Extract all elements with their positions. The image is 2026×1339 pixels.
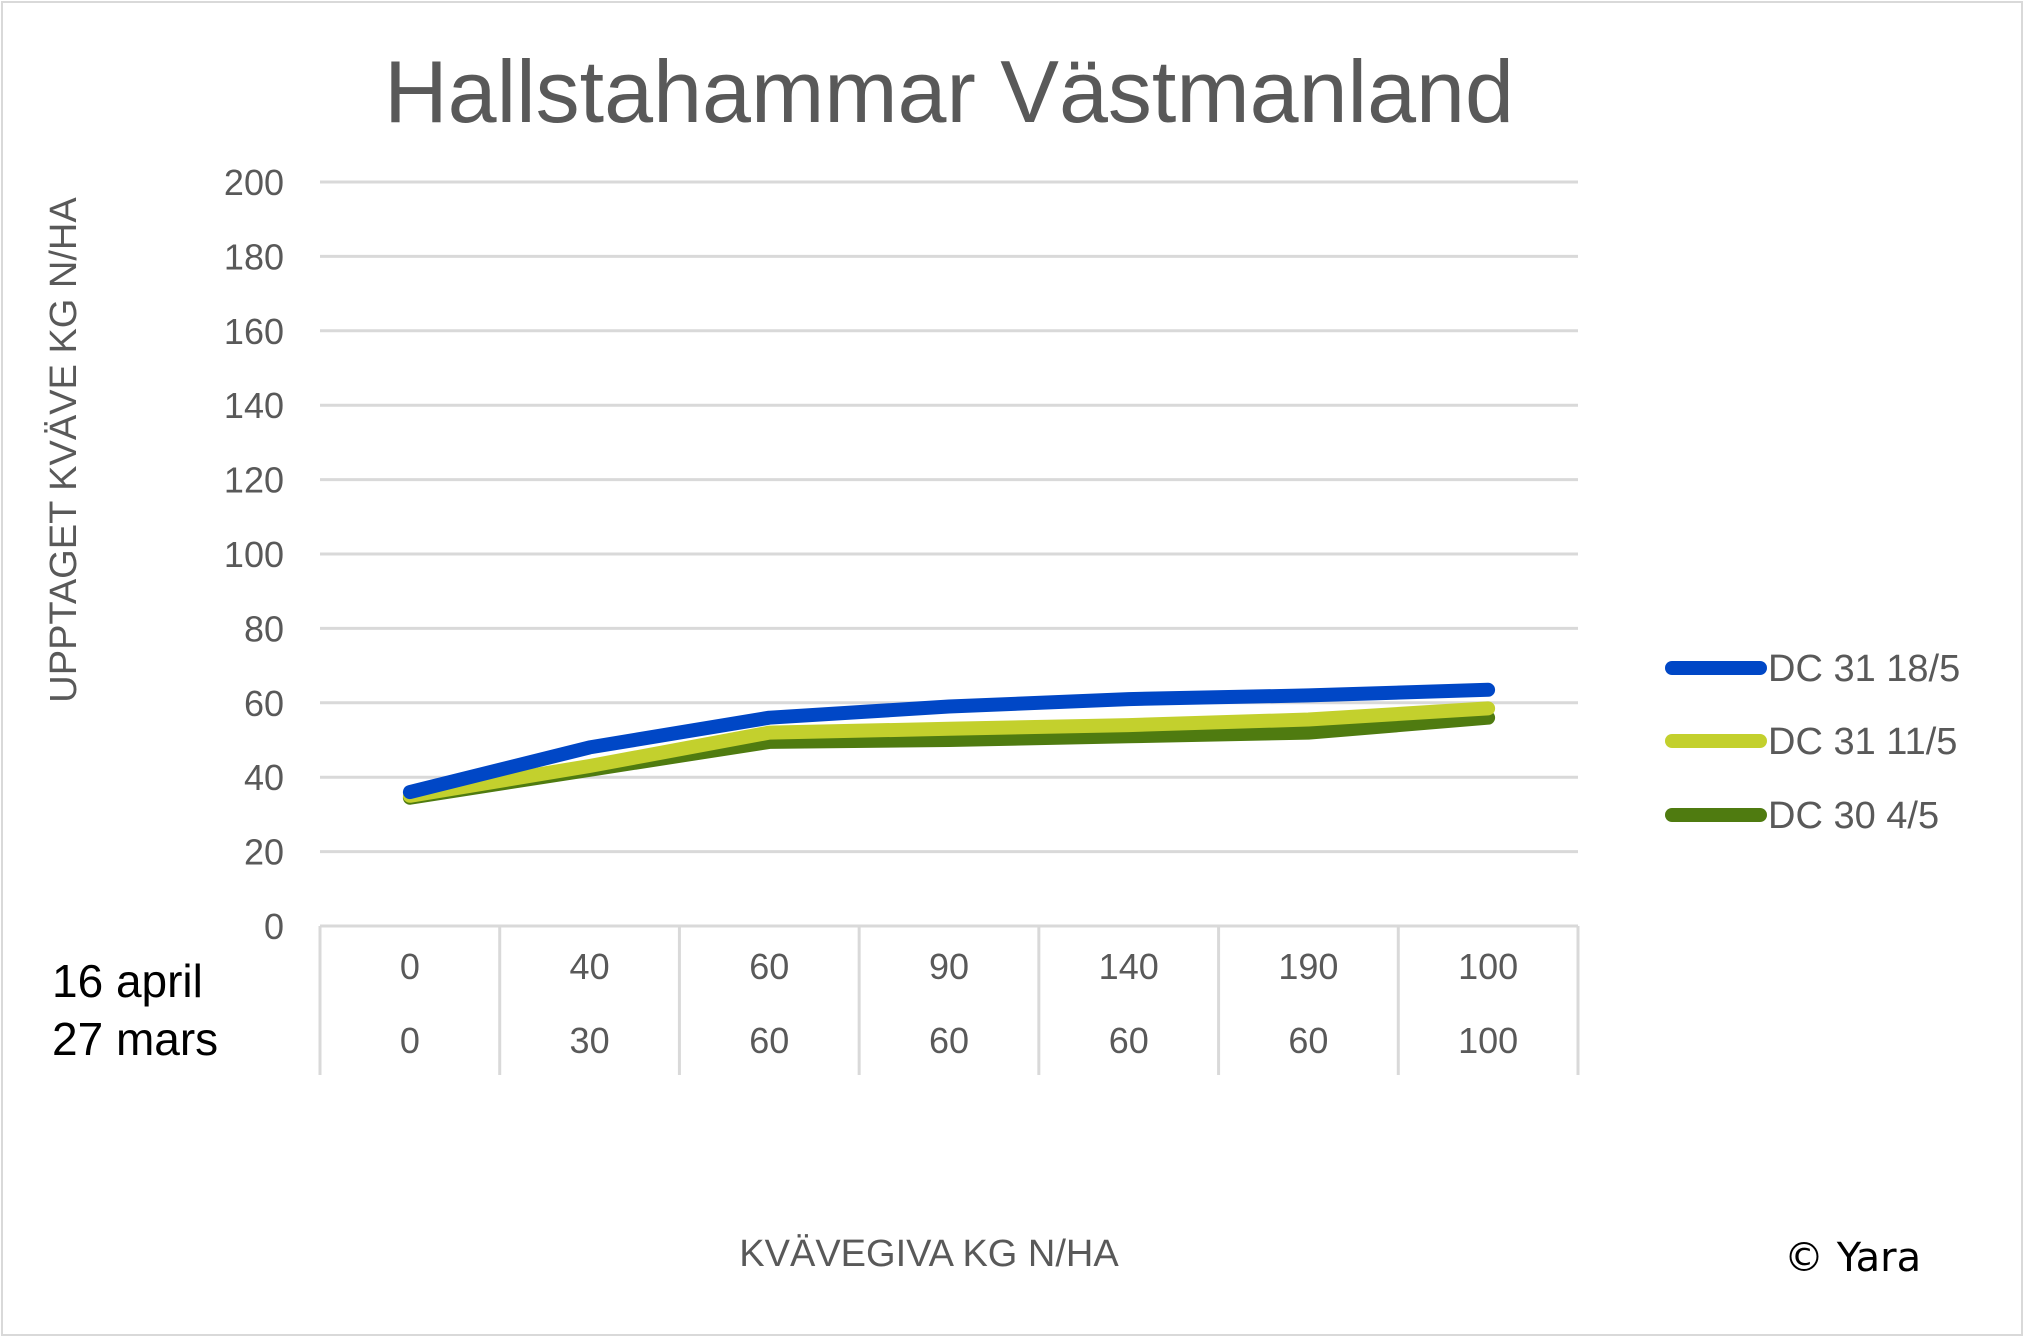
y-tick-label: 20 [244, 832, 284, 873]
y-tick-label: 120 [224, 460, 284, 501]
legend-label: DC 30 4/5 [1768, 795, 1939, 837]
y-axis-title: UPPTAGET KVÄVE KG N/HA [43, 197, 85, 703]
x-tick-label: 60 [749, 1020, 789, 1061]
legend-label: DC 31 18/5 [1768, 648, 1960, 690]
x-tick-label: 40 [570, 946, 610, 987]
series-line [402, 701, 1496, 803]
y-tick-label: 180 [224, 236, 284, 277]
y-tick-label: 40 [244, 757, 284, 798]
y-tick-label: 160 [224, 311, 284, 352]
x-tick-label: 60 [749, 946, 789, 987]
x-tick-label: 60 [1109, 1020, 1149, 1061]
x-tick-label: 30 [570, 1020, 610, 1061]
category-row-name: 16 april [52, 955, 203, 1007]
x-tick-label: 60 [929, 1020, 969, 1061]
x-tick-label: 60 [1288, 1020, 1328, 1061]
copyright-credit: © Yara [1784, 1235, 1922, 1281]
y-tick-label: 100 [224, 534, 284, 575]
chart-title: Hallstahammar Västmanland [384, 42, 1514, 141]
x-tick-label: 100 [1458, 1020, 1518, 1061]
legend-label: DC 31 11/5 [1768, 721, 1957, 763]
x-axis-title: KVÄVEGIVA KG N/HA [739, 1233, 1119, 1275]
x-tick-label: 0 [400, 946, 420, 987]
x-tick-label: 90 [929, 946, 969, 987]
series-line [402, 682, 1496, 800]
y-tick-label: 0 [264, 906, 284, 947]
x-tick-label: 140 [1099, 946, 1159, 987]
x-tick-label: 190 [1278, 946, 1338, 987]
y-tick-label: 80 [244, 608, 284, 649]
y-tick-label: 200 [224, 162, 284, 203]
y-tick-label: 140 [224, 385, 284, 426]
x-tick-label: 0 [400, 1020, 420, 1061]
category-row-name: 27 mars [52, 1013, 218, 1065]
x-tick-label: 100 [1458, 946, 1518, 987]
y-tick-label: 60 [244, 683, 284, 724]
